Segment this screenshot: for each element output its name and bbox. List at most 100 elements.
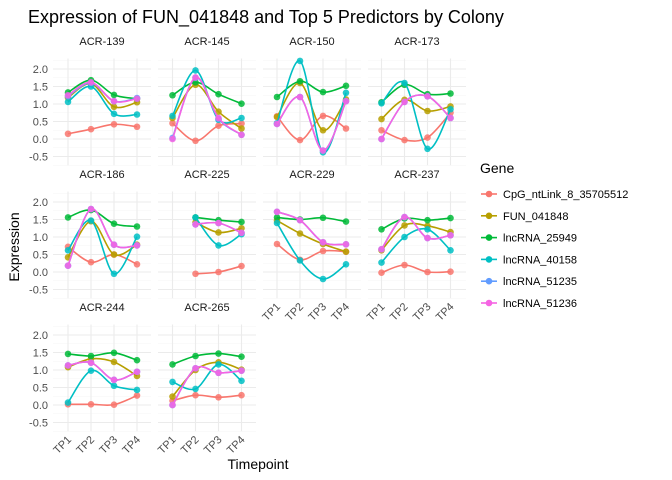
- series-line-lncRNA_40158: [380, 227, 452, 264]
- series-line-CpG_ntLink_8_35705512: [381, 264, 451, 274]
- data-point: [64, 91, 72, 99]
- facet-strip-label: ACR-173: [394, 36, 439, 48]
- data-point: [342, 241, 350, 248]
- series-line-CpG_ntLink_8_35705512: [67, 123, 138, 135]
- data-point: [215, 242, 222, 249]
- series-line-lncRNA_51236: [67, 81, 138, 103]
- data-point: [296, 257, 304, 264]
- data-point: [169, 401, 176, 409]
- data-point: [215, 90, 222, 98]
- data-point: [110, 220, 118, 227]
- legend-key-point: [485, 277, 493, 285]
- x-tick-label: TP3: [97, 434, 120, 457]
- data-point: [447, 90, 454, 97]
- data-point: [215, 122, 222, 129]
- series-line-lncRNA_40158: [67, 369, 138, 404]
- series-line-lncRNA_25949: [381, 217, 451, 231]
- facet-strip-label: ACR-150: [289, 36, 334, 48]
- data-point: [64, 399, 72, 406]
- y-tick-label: 1.5: [33, 215, 48, 227]
- series-line-lncRNA_51236: [380, 94, 452, 140]
- y-tick-label: 0.5: [33, 383, 48, 395]
- data-point: [424, 134, 431, 141]
- data-point: [238, 100, 245, 107]
- facet-strip-label: ACR-237: [394, 169, 439, 181]
- data-point: [192, 352, 199, 360]
- series-line-CpG_ntLink_8_35705512: [171, 122, 242, 142]
- data-point: [133, 356, 141, 364]
- data-point: [447, 268, 454, 275]
- data-point: [133, 386, 141, 394]
- data-point: [169, 361, 176, 368]
- series-line-lncRNA_40158: [171, 69, 242, 124]
- data-point: [110, 358, 118, 366]
- data-point: [447, 231, 454, 239]
- data-point: [319, 112, 327, 120]
- data-point: [342, 261, 350, 268]
- data-point: [192, 391, 199, 399]
- data-point: [238, 229, 245, 237]
- facet-panel: ACR-265 TP1 TP2 TP3 TP4: [156, 302, 256, 457]
- data-point: [238, 131, 245, 139]
- data-point: [319, 88, 327, 96]
- facet-strip-label: ACR-229: [289, 169, 334, 181]
- data-point: [447, 105, 454, 113]
- x-tick-label: TP4: [434, 301, 457, 324]
- y-tick-label: 0.5: [33, 250, 48, 262]
- data-point: [238, 262, 245, 270]
- data-point: [87, 79, 95, 86]
- facet-panel: ACR-244 -0.5 0.0 0.5 1.0 1.5 2.0 TP1 TP2 TP3 TP4: [29, 302, 151, 457]
- series-line-lncRNA_51236: [67, 361, 138, 381]
- data-point: [110, 103, 118, 111]
- data-point: [110, 97, 118, 105]
- data-point: [296, 230, 304, 237]
- data-point: [401, 79, 408, 87]
- series-line-CpG_ntLink_8_35705512: [172, 394, 242, 402]
- series-line-lncRNA_40158: [67, 85, 138, 117]
- data-point: [424, 93, 431, 100]
- y-tick-label: -0.5: [29, 152, 48, 164]
- facet-strip-label: ACR-145: [184, 36, 229, 48]
- data-point: [342, 248, 350, 255]
- legend-key-point: [485, 256, 493, 263]
- legend-key-point: [485, 299, 493, 307]
- data-point: [215, 219, 222, 227]
- data-point: [169, 378, 176, 386]
- data-point: [192, 214, 199, 221]
- series-line-FUN_041848: [380, 98, 451, 120]
- data-point: [319, 275, 327, 283]
- data-point: [110, 270, 118, 278]
- series-line-lncRNA_51236: [67, 208, 138, 267]
- data-point: [133, 261, 141, 268]
- data-point: [238, 391, 245, 399]
- data-point: [215, 361, 222, 368]
- data-point: [215, 268, 222, 276]
- data-point: [319, 247, 327, 255]
- data-point: [424, 107, 431, 115]
- facet-panel: ACR-173: [368, 36, 466, 166]
- data-point: [238, 125, 245, 132]
- data-point: [133, 123, 141, 131]
- y-tick-label: 2.0: [33, 330, 48, 342]
- series-line-CpG_ntLink_8_35705512: [276, 115, 347, 141]
- x-tick-label: TP4: [225, 434, 248, 457]
- facet-panels: ACR-139 -0.5 0.0 0.5 1.0 1.5 2.0 ACR-145 ACR-150…: [29, 36, 466, 457]
- series-line-lncRNA_25949: [67, 79, 138, 100]
- data-point: [169, 91, 176, 99]
- data-point: [64, 214, 72, 221]
- data-point: [447, 247, 454, 254]
- x-axis-title: Timepoint: [228, 456, 289, 472]
- data-point: [64, 130, 72, 138]
- data-point: [378, 135, 385, 143]
- data-point: [342, 97, 350, 105]
- data-point: [401, 136, 408, 144]
- y-tick-label: 0.5: [33, 117, 48, 129]
- series-line-lncRNA_25949: [276, 216, 347, 223]
- data-point: [133, 111, 141, 118]
- data-point: [319, 214, 327, 222]
- data-point: [133, 392, 141, 399]
- legend-label: lncRNA_51236: [503, 298, 577, 310]
- data-point: [87, 205, 95, 213]
- data-point: [342, 89, 350, 97]
- data-point: [378, 126, 385, 134]
